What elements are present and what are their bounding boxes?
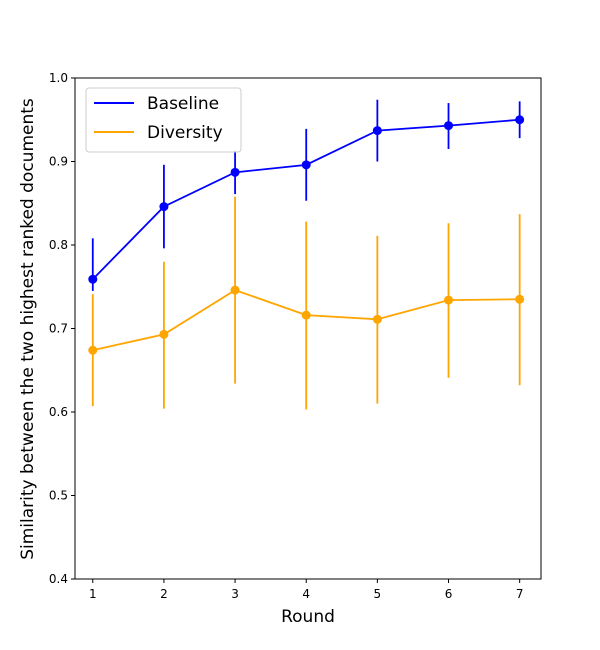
legend-label-baseline: Baseline [147, 94, 219, 114]
series-baseline [88, 99, 525, 291]
x-axis-ticks: 1 2 3 4 5 6 7 [89, 579, 524, 601]
y-tick-label: 0.7 [49, 322, 68, 336]
y-tick-label: 0.6 [49, 405, 68, 419]
y-tick-label: 0.5 [49, 489, 68, 503]
x-tick-label: 2 [160, 587, 168, 601]
y-tick-label: 0.8 [49, 238, 68, 252]
y-tick-label: 1.0 [49, 71, 68, 85]
data-point-baseline [230, 167, 240, 177]
plot-frame [74, 77, 542, 580]
x-tick-label: 4 [302, 587, 310, 601]
data-point-diversity [301, 310, 311, 320]
data-point-diversity [159, 329, 169, 339]
x-tick-label: 5 [374, 587, 382, 601]
series-layer [88, 99, 525, 410]
x-tick-label: 7 [516, 587, 524, 601]
data-point-baseline [301, 160, 311, 170]
legend: Baseline Diversity [85, 87, 242, 153]
legend-label-diversity: Diversity [147, 123, 223, 143]
y-tick-label: 0.4 [49, 572, 68, 586]
x-axis-label: Round [281, 607, 335, 627]
data-point-baseline [444, 121, 454, 131]
data-point-baseline [372, 126, 382, 136]
data-point-diversity [88, 345, 98, 355]
data-point-baseline [88, 274, 98, 284]
plot-area [75, 78, 541, 579]
data-point-baseline [159, 202, 169, 212]
data-point-baseline [515, 115, 525, 125]
data-point-diversity [515, 294, 525, 304]
x-tick-label: 6 [445, 587, 453, 601]
data-point-diversity [372, 314, 382, 324]
series-diversity [88, 196, 525, 410]
x-tick-label: 3 [231, 587, 239, 601]
data-point-diversity [444, 295, 454, 305]
x-tick-label: 1 [89, 587, 97, 601]
y-axis-ticks: 0.4 0.5 0.6 0.7 0.8 0.9 1.0 [49, 71, 75, 586]
y-tick-label: 0.9 [49, 155, 68, 169]
data-point-diversity [230, 285, 240, 295]
y-axis-label: Similarity between the two highest ranke… [18, 98, 38, 560]
